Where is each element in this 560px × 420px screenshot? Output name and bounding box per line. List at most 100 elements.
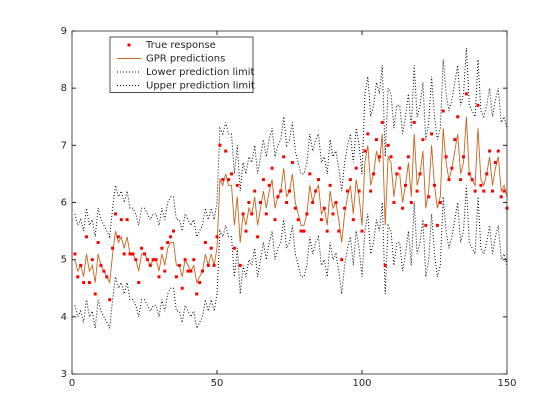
data-point bbox=[317, 178, 320, 182]
legend-box bbox=[109, 36, 254, 93]
data-point bbox=[401, 206, 405, 210]
data-point bbox=[279, 189, 283, 193]
data-point bbox=[470, 178, 474, 182]
data-point bbox=[348, 178, 352, 182]
data-point bbox=[398, 166, 402, 170]
data-point bbox=[299, 229, 303, 233]
data-point bbox=[485, 172, 489, 176]
data-point bbox=[438, 201, 442, 204]
data-point bbox=[496, 149, 500, 153]
data-point bbox=[421, 138, 425, 142]
data-point bbox=[114, 212, 117, 216]
data-point bbox=[87, 281, 91, 285]
data-point bbox=[493, 160, 497, 164]
data-point bbox=[383, 263, 387, 267]
data-point bbox=[247, 201, 251, 204]
data-point bbox=[334, 201, 338, 204]
data-point bbox=[444, 155, 448, 159]
data-point bbox=[177, 263, 181, 267]
data-point bbox=[99, 263, 103, 267]
data-point bbox=[450, 166, 454, 170]
data-point bbox=[250, 212, 254, 216]
data-point bbox=[261, 178, 265, 182]
data-point bbox=[424, 223, 428, 227]
data-point bbox=[151, 258, 155, 262]
data-point bbox=[163, 269, 167, 273]
data-point bbox=[180, 286, 184, 290]
data-point bbox=[340, 258, 344, 262]
data-point bbox=[203, 241, 207, 245]
data-point bbox=[154, 258, 158, 262]
data-point bbox=[314, 189, 318, 193]
y-tick-label: 6 bbox=[61, 198, 67, 209]
legend-label: GPR predictions bbox=[146, 54, 225, 65]
data-point bbox=[273, 218, 277, 222]
data-point bbox=[288, 189, 291, 193]
data-point bbox=[195, 292, 199, 296]
data-point bbox=[218, 143, 222, 147]
data-point bbox=[372, 172, 376, 176]
data-point bbox=[157, 275, 161, 279]
data-point bbox=[215, 235, 219, 239]
data-point bbox=[270, 166, 274, 170]
data-point bbox=[351, 218, 355, 222]
data-point bbox=[131, 252, 135, 256]
data-point bbox=[427, 195, 431, 199]
data-point bbox=[360, 229, 364, 233]
data-point bbox=[433, 183, 436, 187]
data-point bbox=[73, 252, 77, 256]
data-point bbox=[325, 229, 329, 233]
data-point bbox=[395, 172, 399, 176]
data-point bbox=[137, 281, 141, 285]
data-point bbox=[430, 132, 434, 136]
x-tick-label: 50 bbox=[211, 378, 224, 389]
data-point bbox=[96, 241, 100, 245]
data-point bbox=[143, 252, 146, 256]
data-point bbox=[235, 183, 239, 187]
data-point bbox=[415, 189, 419, 193]
x-tick-label: 0 bbox=[69, 378, 75, 389]
data-point bbox=[238, 263, 242, 267]
data-point bbox=[174, 275, 178, 279]
data-point bbox=[346, 189, 349, 193]
legend-label: Lower prediction limit bbox=[146, 67, 255, 78]
data-point bbox=[363, 149, 367, 153]
data-point bbox=[473, 189, 477, 193]
y-tick-label: 3 bbox=[61, 369, 67, 380]
data-point bbox=[148, 263, 152, 267]
data-point bbox=[491, 189, 494, 193]
data-point bbox=[459, 178, 463, 182]
data-point bbox=[311, 201, 315, 204]
data-point bbox=[259, 201, 262, 204]
data-point bbox=[412, 120, 416, 124]
data-point bbox=[375, 138, 378, 142]
data-point bbox=[122, 252, 126, 256]
series-line bbox=[74, 48, 508, 239]
data-point bbox=[227, 178, 231, 182]
data-point bbox=[409, 201, 413, 204]
data-point bbox=[343, 206, 347, 210]
data-point bbox=[319, 218, 323, 222]
data-point bbox=[244, 229, 248, 233]
data-point bbox=[206, 263, 210, 267]
legend-label: True response bbox=[145, 40, 216, 51]
data-point bbox=[467, 172, 471, 176]
data-point bbox=[479, 183, 483, 187]
data-point bbox=[125, 218, 129, 222]
data-point bbox=[253, 189, 257, 193]
data-point bbox=[128, 252, 132, 256]
data-point bbox=[224, 149, 228, 153]
legend-label: Upper prediction limit bbox=[146, 81, 255, 92]
data-point bbox=[102, 269, 106, 273]
data-point bbox=[357, 189, 361, 193]
y-tick-label: 7 bbox=[61, 140, 67, 151]
data-point bbox=[369, 189, 373, 193]
data-point bbox=[169, 235, 173, 239]
data-point bbox=[221, 178, 225, 182]
data-point bbox=[160, 246, 164, 250]
data-point bbox=[256, 235, 260, 239]
data-point bbox=[389, 155, 393, 159]
data-point bbox=[230, 172, 233, 176]
